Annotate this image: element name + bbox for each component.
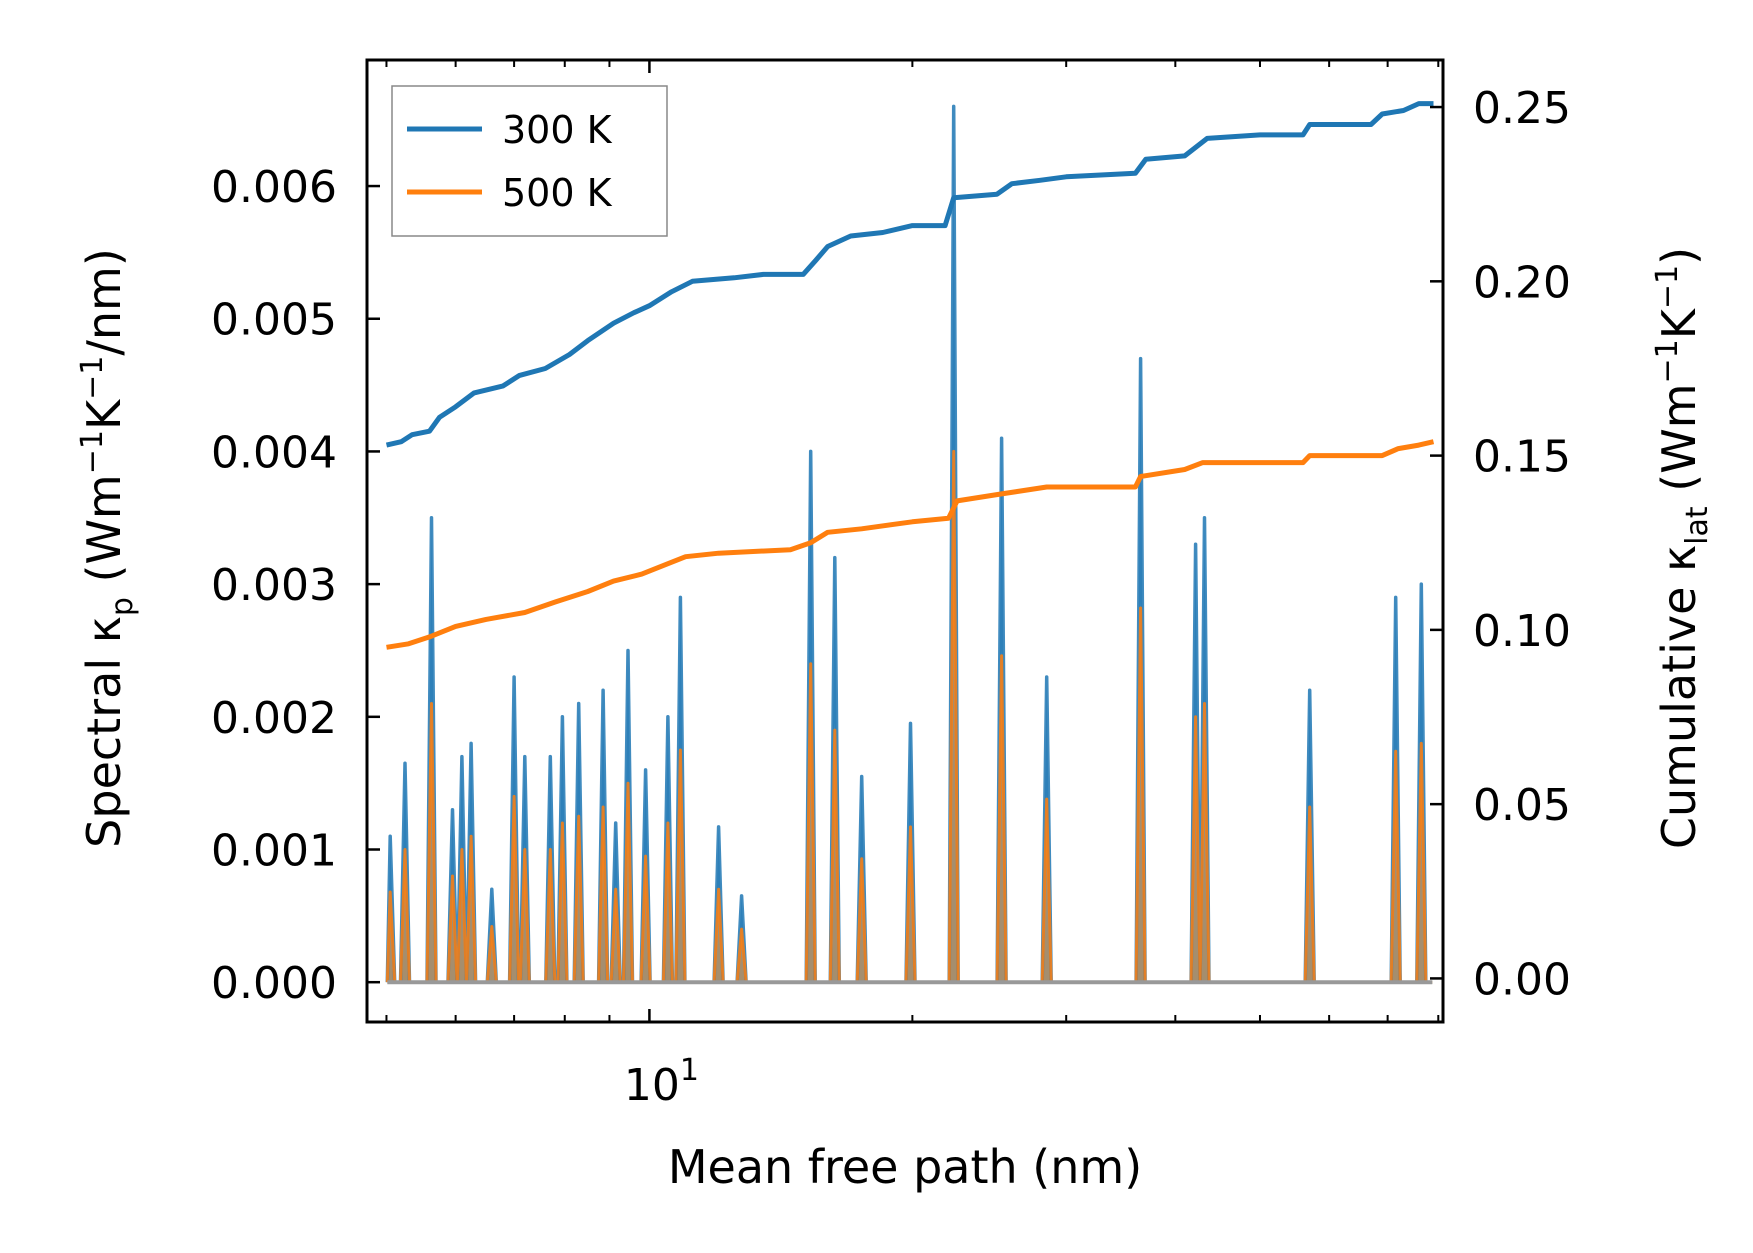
right-axis-label-unit-2: K	[1652, 307, 1706, 339]
spectral-line-layer	[385, 104, 1433, 985]
left-axis-label-sup-1: −1	[75, 430, 110, 474]
left-y-tick-label: 0.006	[211, 162, 337, 213]
right-axis-label-sub: lat	[1680, 506, 1715, 545]
cumulative-line-layer	[385, 101, 1435, 650]
plot-frame	[365, 58, 1445, 1024]
right-axis-label-unit-1: (Wm	[1652, 383, 1706, 506]
x-tick-label: 101	[624, 1053, 699, 1111]
spectral-line-300k	[385, 104, 1433, 984]
right-y-tick-label: 0.20	[1473, 257, 1571, 308]
spectral-line-500k	[385, 449, 1433, 984]
left-y-tick-label: 0.005	[211, 295, 337, 346]
x-axis-label: Mean free path (nm)	[668, 1140, 1142, 1194]
right-y-tick-label: 0.05	[1473, 780, 1571, 831]
x-axis-ticks: 101	[385, 60, 1440, 1111]
right-axis-ticks: 0.00 0.05 0.10 0.15 0.20 0.25	[1430, 83, 1571, 1005]
x-tick-label-base: 10	[624, 1060, 680, 1111]
left-axis-label-main: Spectral κ	[77, 616, 131, 848]
legend-label-300k: 300 K	[502, 108, 613, 152]
right-y-tick-label: 0.10	[1473, 606, 1571, 657]
legend-label-500k: 500 K	[502, 171, 613, 215]
left-axis-label-unit-3: /nm)	[77, 248, 131, 355]
left-y-tick-label: 0.000	[211, 958, 337, 1009]
left-axis-label-unit-2: K	[77, 398, 131, 430]
left-y-tick-label: 0.002	[211, 693, 337, 744]
x-tick-label-exponent: 1	[680, 1053, 699, 1088]
right-axis-label-sup-2: −1	[1650, 265, 1685, 309]
left-axis-label-sub: p	[105, 597, 140, 616]
legend: 300 K 500 K	[391, 85, 668, 237]
right-y-tick-label: 0.15	[1473, 432, 1571, 483]
left-axis-label-unit-1: (Wm	[77, 474, 131, 597]
right-axis-label-main: Cumulative κ	[1652, 545, 1706, 849]
cumulative-line-300k	[385, 101, 1434, 448]
left-axis-ticks: 0.000 0.001 0.002 0.003 0.004 0.005 0.006	[211, 162, 380, 1009]
left-y-tick-label: 0.003	[211, 560, 337, 611]
right-y-tick-label: 0.25	[1473, 83, 1571, 134]
right-axis-label-sup-1: −1	[1650, 339, 1685, 383]
cumulative-line-500k	[386, 439, 1435, 650]
left-y-tick-label: 0.004	[211, 427, 337, 478]
left-y-tick-label: 0.001	[211, 826, 337, 877]
right-axis-label: Cumulative κlat (Wm−1K−1)	[1650, 247, 1715, 849]
right-y-tick-label: 0.00	[1473, 954, 1571, 1005]
left-axis-label: Spectral κp (Wm−1K−1/nm)	[75, 248, 140, 848]
left-axis-label-sup-2: −1	[75, 356, 110, 400]
legend-box	[391, 85, 668, 237]
right-axis-label-unit-3: )	[1652, 247, 1706, 265]
